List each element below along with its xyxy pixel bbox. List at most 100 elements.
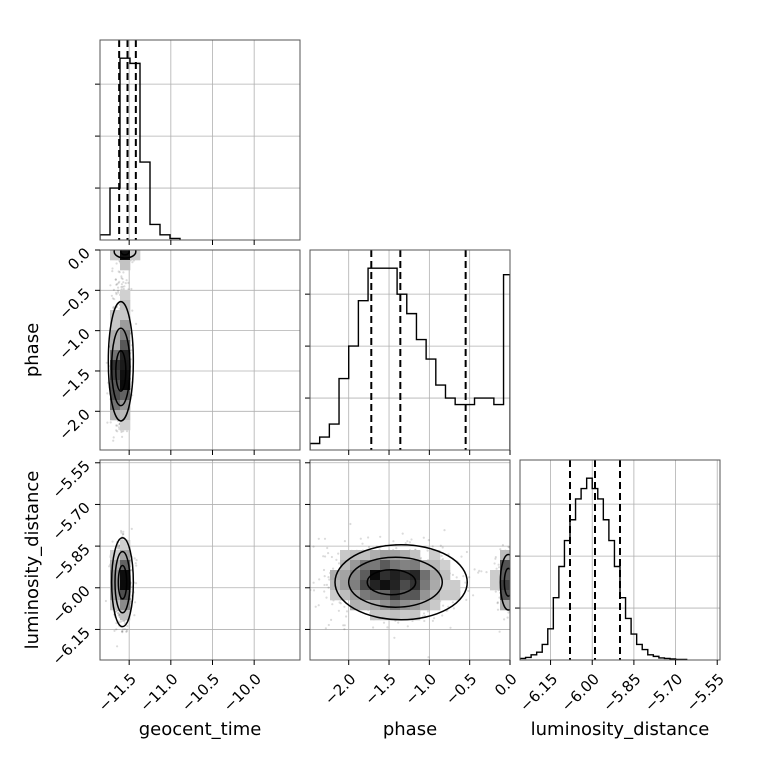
density-contour: [107, 300, 135, 422]
density-cell: [120, 400, 131, 411]
sample-point: [120, 529, 123, 533]
density-contour: [120, 250, 130, 256]
sample-point: [507, 545, 510, 549]
y-tick-label-phase: −1.0: [55, 325, 93, 363]
sample-point: [115, 293, 118, 296]
density-cell: [420, 600, 431, 611]
sample-point: [326, 546, 329, 550]
sample-point: [498, 630, 501, 633]
density-cell: [120, 260, 131, 271]
sample-point: [114, 610, 117, 613]
sample-point: [447, 605, 450, 608]
sample-point: [125, 630, 128, 633]
sample-point: [314, 605, 317, 608]
x-axis-label-luminosity-distance: luminosity_distance: [531, 719, 710, 740]
density-cell: [110, 550, 121, 561]
sample-point: [114, 278, 117, 281]
density-cell: [370, 560, 381, 571]
sample-point: [372, 626, 375, 629]
density-cell: [110, 310, 121, 321]
y-axis-label-phase: phase: [22, 323, 43, 377]
histogram-geocent-time-background: [100, 40, 300, 240]
sample-point: [451, 601, 454, 604]
sample-point: [426, 610, 429, 613]
sample-point: [443, 529, 446, 532]
x-tick-label-luminosity-distance: −5.70: [641, 670, 686, 715]
sample-point: [337, 609, 340, 612]
sample-point: [120, 430, 123, 434]
sample-point: [117, 270, 120, 273]
sample-point: [134, 601, 137, 604]
sample-point: [130, 349, 133, 352]
density-cell: [370, 550, 381, 561]
sample-point: [111, 270, 114, 273]
sample-point: [118, 259, 121, 262]
sample-point: [465, 550, 468, 554]
sample-point: [497, 563, 500, 566]
sample-point: [125, 279, 128, 282]
sample-point: [112, 288, 115, 291]
sample-point: [113, 629, 116, 633]
sample-point: [106, 421, 109, 424]
sample-point: [427, 656, 430, 659]
sample-point: [120, 531, 123, 534]
sample-point: [507, 611, 510, 614]
sample-point: [104, 599, 107, 603]
sample-point: [116, 547, 119, 550]
sample-point: [120, 276, 123, 280]
density-cell: [350, 560, 361, 571]
density-cell: [500, 600, 510, 611]
sample-point: [501, 544, 504, 547]
sample-point: [121, 277, 124, 281]
panel-frame: [99, 39, 301, 241]
sample-point: [339, 602, 342, 605]
density-cell: [120, 570, 131, 581]
density-cell: [370, 580, 381, 591]
y-tick-label-luminosity-distance: −6.00: [49, 582, 94, 627]
sample-point: [406, 625, 409, 628]
sample-point: [494, 590, 497, 593]
density-cell: [450, 590, 461, 601]
y-tick-label-luminosity-distance: −5.70: [49, 499, 94, 544]
density-cell: [340, 550, 351, 561]
x-tick-label-luminosity-distance: −5.55: [683, 670, 728, 715]
scatter-geocent-time-luminosity-distance-background: [100, 460, 300, 660]
sample-point: [117, 614, 120, 617]
sample-point: [123, 628, 127, 631]
sample-point: [125, 630, 128, 633]
sample-point: [117, 289, 120, 292]
sample-point: [404, 542, 407, 545]
sample-point: [327, 552, 330, 555]
sample-point: [114, 278, 117, 281]
sample-point: [115, 262, 118, 265]
sample-point: [410, 538, 413, 541]
sample-point: [503, 618, 506, 621]
sample-point: [327, 576, 330, 579]
density-cell: [380, 580, 391, 591]
y-tick-label-phase: −1.5: [55, 365, 93, 403]
sample-point: [441, 558, 444, 561]
sample-point: [318, 578, 321, 581]
density-cell: [120, 330, 131, 341]
sample-point: [338, 601, 341, 604]
x-tick-label-geocent-time: −11.0: [136, 670, 181, 715]
sample-point: [485, 571, 488, 574]
density-cell: [120, 560, 131, 571]
sample-point: [324, 555, 327, 558]
sample-point: [135, 322, 138, 325]
sample-point: [411, 619, 414, 623]
density-cell: [390, 570, 401, 581]
sample-point: [121, 533, 124, 536]
sample-point: [135, 559, 138, 562]
x-tick-label-geocent-time: −10.5: [178, 670, 223, 715]
sample-point: [117, 547, 120, 550]
sample-point: [127, 288, 130, 291]
density-cell: [430, 580, 441, 591]
sample-point: [343, 540, 346, 543]
sample-point: [116, 612, 120, 615]
sample-point: [447, 553, 450, 556]
sample-point: [442, 604, 445, 607]
x-tick-label-geocent-time: −10.0: [220, 670, 265, 715]
density-contour: [110, 327, 131, 407]
sample-point: [123, 622, 127, 625]
